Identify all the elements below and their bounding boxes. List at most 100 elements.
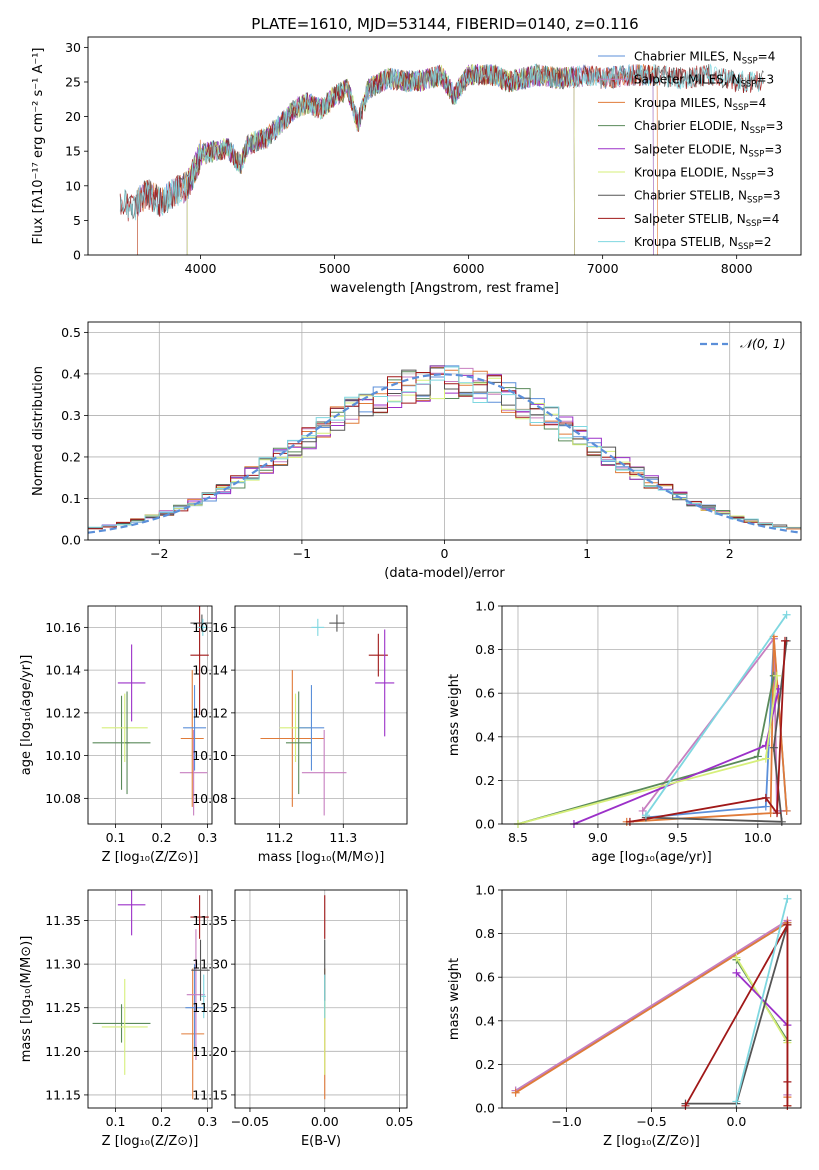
y-tick-label: 10	[65, 178, 81, 193]
weight-marker	[681, 1101, 690, 1110]
spectrum-lines	[119, 63, 764, 255]
y-tick-label: 0.8	[475, 926, 495, 941]
residuals-panel: −2 −1 0 1 2 0.0 0.1 0.2 0.3 0.4 0.5 𝒩(0, 1) (data-mo…	[31, 321, 802, 581]
x-tick-label: −2	[150, 546, 168, 561]
x-axis-label: age [log₁₀(age/yr)]	[591, 850, 712, 865]
weight-series-line	[573, 688, 780, 825]
weight-series-line	[684, 921, 789, 1107]
y-tick-label: 5	[73, 213, 81, 228]
weight-marker	[773, 671, 782, 680]
y-axis-label: mass weight	[447, 674, 462, 756]
weight-marker	[781, 636, 790, 645]
weight-series-line	[626, 636, 788, 823]
y-axis-label: Normed distribution	[31, 366, 46, 496]
x-tick-label: 0.0	[726, 1114, 746, 1129]
y-tick-label: 11.35	[192, 913, 228, 928]
spectrum-panel: 4000 5000 6000 7000 8000 0 5 10 15 20 25 30 Chabrier…	[31, 36, 802, 296]
errorbar-points	[260, 614, 395, 816]
x-tick-label: 0.2	[152, 1114, 172, 1129]
y-tick-label: 0.4	[61, 366, 81, 381]
legend-entry: Salpeter ELODIE, NSSP=3	[634, 142, 782, 159]
y-tick-label: 11.25	[192, 1000, 228, 1015]
y-tick-label: 11.20	[45, 1044, 81, 1059]
y-tick-label: 0	[73, 248, 81, 263]
mass_vs_Z-panel: 0.1 0.2 0.3 11.15 11.20 11.25 11.30 11.35 Z [log…	[19, 889, 217, 1149]
weight-marker	[761, 754, 770, 763]
massweight_vs_age-panel: 8.5 9.0 9.5 10.0 0.0 0.2 0.4 0.6 0.8 1.0 age [log₁…	[447, 599, 802, 865]
x-tick-label: −1.0	[551, 1114, 581, 1129]
legend-entry: 𝒩(0, 1)	[740, 336, 786, 351]
y-tick-label: 0.2	[61, 449, 81, 464]
errorbar-points	[92, 606, 212, 816]
x-tick-label: 0.1	[106, 830, 126, 845]
y-tick-label: 1.0	[475, 599, 495, 614]
weight-series-line	[735, 898, 789, 1102]
weight-marker	[783, 1077, 792, 1086]
spectrum-series-line	[119, 63, 764, 221]
x-tick-label: 0.2	[152, 830, 172, 845]
axes-frame	[87, 889, 213, 1109]
axes-frame	[234, 605, 408, 825]
weight-marker	[773, 809, 782, 818]
weight-marker	[769, 743, 778, 752]
x-tick-label: −1	[293, 546, 311, 561]
weight-marker	[732, 953, 741, 962]
y-axis-label: mass weight	[447, 958, 462, 1040]
x-tick-label: −0.05	[231, 1114, 269, 1129]
x-tick-label: 6000	[453, 261, 485, 276]
legend-entry: Kroupa ELODIE, NSSP=3	[634, 166, 774, 183]
y-tick-label: 0.0	[61, 533, 81, 548]
y-tick-label: 0.6	[475, 686, 495, 701]
y-tick-label: 0.3	[61, 408, 81, 423]
y-axis-label: Flux [fλ10⁻¹⁷ erg cm⁻² s⁻¹ A⁻¹]	[31, 48, 46, 245]
y-tick-label: 10.12	[192, 705, 228, 720]
y-tick-label: 0.8	[475, 642, 495, 657]
y-tick-label: 0.0	[475, 1101, 495, 1116]
figure-title: PLATE=1610, MJD=53144, FIBERID=0140, z=0…	[251, 15, 638, 33]
x-tick-label: 0.00	[311, 1114, 339, 1129]
weight-marker	[761, 741, 770, 750]
weight-marker	[732, 968, 741, 977]
weight-marker	[783, 920, 792, 929]
weight-marker	[782, 806, 791, 815]
x-tick-label: 7000	[587, 261, 619, 276]
weight-marker	[777, 817, 786, 826]
legend-entry: Kroupa MILES, NSSP=4	[634, 96, 766, 113]
legend-entry: Chabrier MILES, NSSP=4	[634, 50, 775, 67]
weight-series-line	[645, 614, 788, 816]
y-tick-label: 30	[65, 40, 81, 55]
massweight_vs_Z-panel: −1.0 −0.5 0.0 0.0 0.2 0.4 0.6 0.8 1.0 Z [log₁₀(Z/…	[447, 883, 802, 1149]
x-axis-label: wavelength [Angstrom, rest frame]	[330, 281, 559, 296]
y-tick-label: 11.35	[45, 913, 81, 928]
age_vs_Z-panel: 0.1 0.2 0.3 10.08 10.10 10.12 10.14 10.16 Z [log…	[19, 605, 217, 865]
weight-series-line	[641, 636, 787, 812]
weight-lines	[511, 894, 792, 1110]
weight-marker	[783, 894, 792, 903]
x-axis-label: mass [log₁₀(M/M⊙)]	[258, 850, 385, 865]
axes-frame	[234, 889, 408, 1109]
gaussian-curve	[88, 373, 801, 534]
y-tick-label: 10.12	[45, 705, 81, 720]
y-tick-label: 0.0	[475, 817, 495, 832]
x-tick-label: 8000	[721, 261, 753, 276]
y-tick-label: 10.10	[192, 748, 228, 763]
legend-entry: Chabrier STELIB, NSSP=3	[634, 189, 781, 206]
x-tick-label: 8.5	[508, 830, 528, 845]
axes-frame	[501, 889, 802, 1109]
mass_vs_ebv-panel: −0.05 0.00 0.05 11.15 11.20 11.25 11.30 11.35 E(…	[192, 889, 413, 1149]
x-tick-label: 2	[726, 546, 734, 561]
x-axis-label: E(B-V)	[301, 1134, 341, 1149]
x-tick-label: 5000	[319, 261, 351, 276]
weight-marker	[761, 793, 770, 802]
x-axis-label: Z [log₁₀(Z/Z⊙)]	[603, 1134, 700, 1149]
y-tick-label: 15	[65, 144, 81, 159]
legend-entry: Chabrier ELODIE, NSSP=3	[634, 119, 783, 136]
x-tick-label: 0.1	[106, 1114, 126, 1129]
x-tick-label: 0.3	[197, 1114, 217, 1129]
weight-marker	[625, 817, 634, 826]
x-axis-label: Z [log₁₀(Z/Z⊙)]	[102, 850, 199, 865]
y-tick-label: 0.4	[475, 1013, 495, 1028]
x-tick-label: 9.5	[668, 830, 688, 845]
y-tick-label: 0.6	[475, 970, 495, 985]
